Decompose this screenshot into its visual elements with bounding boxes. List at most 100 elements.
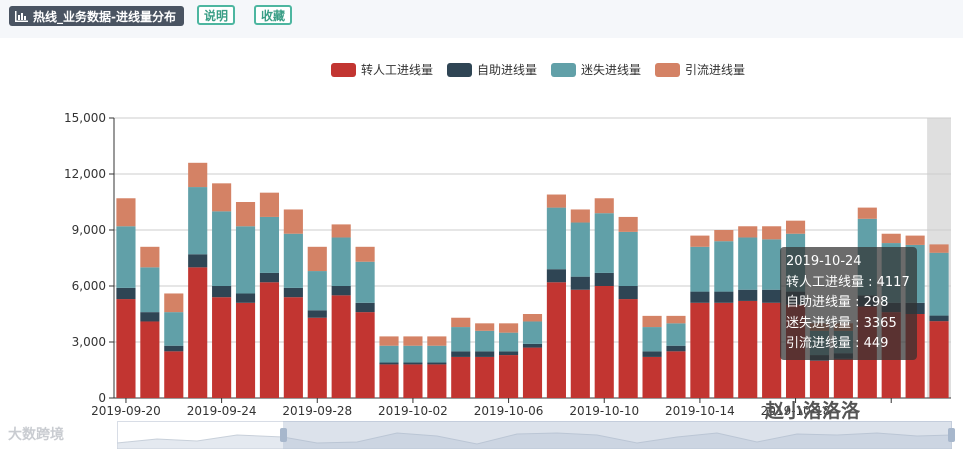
bar-segment <box>331 286 351 296</box>
bar-segment <box>116 226 136 288</box>
slider-left-handle[interactable] <box>280 428 287 442</box>
bar-segment <box>642 351 662 357</box>
bar-segment <box>475 351 495 357</box>
tooltip-date: 2019-10-24 <box>786 254 862 269</box>
x-tick-label: 2019-10-18 <box>761 404 831 418</box>
bar-segment <box>403 364 423 398</box>
bar-segment <box>570 209 590 223</box>
bar-segment <box>738 226 758 238</box>
legend-item-lost[interactable]: 迷失进线量 <box>551 61 641 78</box>
legend-item-diverted[interactable]: 引流进线量 <box>655 61 745 78</box>
bar-segment <box>355 302 375 313</box>
x-tick-label: 2019-09-24 <box>187 404 257 418</box>
bar-segment <box>546 207 566 270</box>
bar-segment <box>499 351 519 356</box>
y-tick-label: 15,000 <box>64 111 106 125</box>
bar-segment <box>785 220 806 234</box>
bar-segment <box>259 282 280 398</box>
bar-segment <box>618 231 638 286</box>
bar-segment <box>379 364 399 398</box>
bar-segment <box>714 291 734 303</box>
bar-segment <box>714 230 734 242</box>
legend-item-manual[interactable]: 转人工进线量 <box>331 61 433 78</box>
bar-segment <box>546 269 566 283</box>
legend-label-lost: 迷失进线量 <box>581 63 642 77</box>
legend-label-manual: 转人工进线量 <box>361 63 434 77</box>
bar-segment <box>499 355 519 398</box>
y-tick-label: 9,000 <box>72 223 106 237</box>
bar-segment <box>594 198 614 214</box>
bar-segment <box>235 302 256 398</box>
bar-segment <box>427 364 447 398</box>
bar-segment <box>738 300 758 398</box>
bar-segment <box>618 299 638 398</box>
favorite-button[interactable]: 收藏 <box>254 5 292 25</box>
bar-segment <box>164 351 184 398</box>
bar-segment <box>499 332 519 352</box>
bar-segment <box>546 194 566 208</box>
bar-segment <box>307 271 327 311</box>
bar-segment <box>833 358 853 398</box>
x-tick-label: 2019-10-06 <box>474 404 544 418</box>
bar-segment <box>929 321 949 398</box>
bar-segment <box>283 233 303 288</box>
bar-segment <box>283 209 303 234</box>
bar-segment <box>475 330 495 352</box>
bar-segment <box>116 287 136 300</box>
bar-segment <box>522 321 543 344</box>
bar-segment <box>762 226 782 240</box>
bar-segment <box>642 327 662 352</box>
bar-segment <box>331 295 351 398</box>
bar-segment <box>929 315 949 322</box>
bar-segment <box>451 317 471 328</box>
bar-segment <box>355 246 375 262</box>
bar-segment <box>762 289 782 303</box>
bar-segment <box>164 293 184 313</box>
watermark-right: 赵小洛洛洛 <box>765 400 861 422</box>
bar-segment <box>738 289 758 301</box>
bar-segment <box>451 351 471 357</box>
bar-segment <box>235 202 256 227</box>
bar-segment <box>594 272 614 286</box>
bar-segment <box>379 345 399 363</box>
bar-segment <box>164 312 184 346</box>
bar-segment <box>212 211 232 286</box>
explain-button[interactable]: 说明 <box>197 5 235 25</box>
bar-segment <box>642 315 662 328</box>
bar-segment <box>259 192 280 217</box>
bar-segment <box>140 312 160 322</box>
bar-segment <box>140 321 160 398</box>
chart-legend: 转人工进线量 自助进线量 迷失进线量 引流进线量 <box>331 61 745 78</box>
bar-segment <box>307 317 327 398</box>
bar-segment <box>666 315 686 324</box>
bar-segment <box>594 213 614 273</box>
bar-segment <box>522 347 543 398</box>
tooltip-line-diverted: 引流进线量 : 449 <box>786 336 889 351</box>
bar-segment <box>379 362 399 365</box>
legend-swatch-manual <box>331 62 356 77</box>
bar-segment <box>188 162 208 188</box>
bar-segment <box>666 323 686 346</box>
bar-segment <box>283 287 303 298</box>
legend-item-self[interactable]: 自助进线量 <box>447 61 537 78</box>
bar-segment <box>451 327 471 352</box>
y-tick-label: 0 <box>98 391 106 405</box>
bar-segment <box>451 356 471 398</box>
bar-segment <box>690 246 710 292</box>
slider-selected-range[interactable] <box>283 421 952 449</box>
bar-segment <box>618 216 638 232</box>
report-title: 热线_业务数据-进线量分布 <box>33 9 176 24</box>
bar-segment <box>427 362 447 365</box>
bar-segment <box>666 351 686 398</box>
bar-segment <box>762 239 782 290</box>
bar-segment <box>188 187 208 255</box>
tooltip-line-manual: 转人工进线量 : 4117 <box>786 274 910 290</box>
bar-segment <box>331 237 351 286</box>
top-toolbar: 热线_业务数据-进线量分布 说明 收藏 <box>0 0 963 38</box>
bar-segment <box>235 226 256 294</box>
tooltip-line-self: 自助进线量 : 298 <box>786 295 889 310</box>
bar-segment <box>762 302 782 398</box>
bar-segment <box>116 198 136 227</box>
bar-segment <box>235 293 256 303</box>
slider-right-handle[interactable] <box>948 428 955 442</box>
